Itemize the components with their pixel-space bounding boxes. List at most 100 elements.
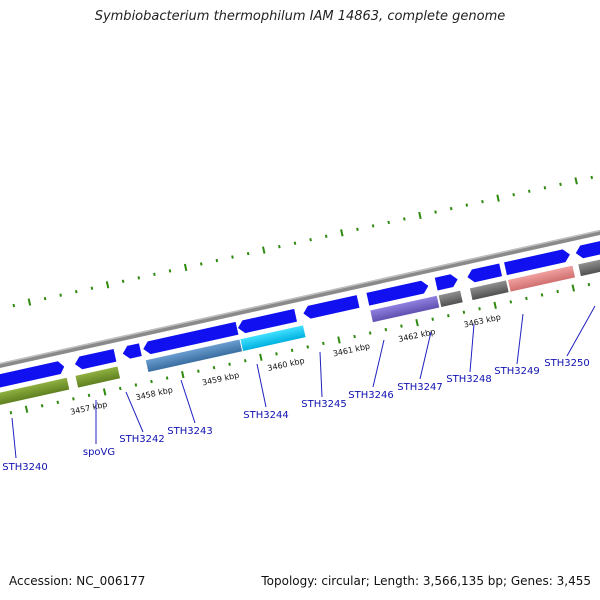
gc-tick	[59, 293, 62, 297]
gene-leader-line	[566, 305, 596, 357]
gc-tick	[540, 293, 544, 297]
gc-tick	[290, 348, 294, 353]
gc-tick	[199, 262, 203, 266]
gc-tick	[278, 244, 281, 249]
backbone	[0, 224, 600, 373]
gene-label-sth3242[interactable]: STH3242	[119, 434, 164, 445]
gc-tick	[243, 359, 247, 363]
kbp-label: 3459 kbp	[201, 371, 240, 388]
gene-label-sth3245[interactable]: STH3245	[301, 399, 346, 410]
gene-leader-line	[372, 339, 385, 388]
gc-tick	[262, 246, 266, 254]
gc-tick	[324, 234, 328, 238]
gc-tick	[587, 282, 591, 287]
gc-tick	[571, 284, 576, 292]
gc-tick	[150, 379, 153, 384]
gc-tick	[134, 383, 138, 387]
gene-leader-line	[256, 363, 267, 408]
genome-strip: 3457 kbp 3458 kbp 3459 kbp 3460 kbp 3461 kbp…	[0, 175, 600, 417]
gc-tick	[509, 300, 513, 304]
gene-arrow[interactable]	[466, 263, 503, 283]
gc-tick	[559, 182, 562, 187]
gc-tick	[403, 217, 406, 221]
gene-leader-line	[419, 331, 432, 380]
gc-tick	[259, 353, 263, 361]
gene-leader-line	[516, 313, 524, 365]
gene-arrow[interactable]	[504, 248, 571, 276]
gc-tick	[275, 352, 278, 356]
gene-label-sth3244[interactable]: STH3244	[243, 410, 288, 421]
gene-label-sth3247[interactable]: STH3247	[397, 382, 442, 393]
gene-arrow[interactable]	[302, 295, 360, 320]
gene-arrow[interactable]	[142, 321, 239, 355]
gene-leader-line	[319, 351, 323, 398]
gc-tick	[447, 314, 450, 318]
gc-tick	[12, 303, 16, 308]
feature-bar	[469, 280, 509, 301]
gc-tick	[181, 370, 185, 379]
genome-title: Symbiobacterium thermophilum IAM 14863, …	[94, 9, 506, 24]
gc-tick	[40, 404, 44, 408]
gc-tick	[165, 376, 169, 380]
gc-tick	[340, 229, 344, 237]
gc-tick	[309, 238, 312, 242]
gene-label-sth3248[interactable]: STH3248	[446, 374, 491, 385]
gene-arrow[interactable]	[434, 273, 459, 291]
accession-label: Accession: NC_006177	[9, 574, 146, 588]
gc-tick	[418, 211, 422, 220]
gc-tick	[87, 393, 91, 398]
feature-bar	[240, 325, 306, 351]
kbp-label: 3457 kbp	[69, 400, 108, 417]
gene-leader-line	[180, 379, 196, 424]
gc-tick	[590, 175, 594, 180]
gc-tick	[74, 289, 78, 294]
gc-tick	[356, 227, 359, 232]
gc-tick	[212, 365, 216, 370]
gc-tick	[102, 388, 107, 396]
gc-tick	[556, 289, 559, 294]
gc-tick	[306, 345, 310, 349]
gene-arrow[interactable]	[574, 235, 600, 259]
kbp-scale: 3457 kbp 3458 kbp 3459 kbp 3460 kbp 3461 kbp…	[69, 313, 501, 417]
gene-arrow[interactable]	[74, 348, 117, 371]
kbp-label: 3460 kbp	[267, 356, 306, 373]
gc-tick	[574, 177, 578, 185]
gene-label-sth3250[interactable]: STH3250	[544, 358, 589, 369]
gene-arrow[interactable]	[237, 308, 298, 334]
feature-bar	[370, 295, 440, 323]
gc-tick	[153, 272, 156, 277]
gc-tick	[168, 269, 172, 273]
gc-tick	[481, 199, 484, 204]
gc-ticks-upper	[12, 175, 594, 308]
feature-bar	[507, 265, 576, 292]
gc-tick	[27, 298, 32, 306]
gc-tick	[56, 400, 60, 404]
gene-arrow[interactable]	[0, 360, 66, 391]
gc-tick	[105, 281, 110, 289]
gc-tick	[215, 258, 219, 263]
feature-bar	[438, 290, 463, 308]
gene-arrow[interactable]	[121, 343, 142, 360]
gc-tick	[183, 263, 188, 272]
gene-label-sth3240[interactable]: STH3240	[2, 462, 47, 473]
gene-arrow[interactable]	[366, 279, 429, 306]
gc-ticks-lower	[9, 282, 591, 415]
gc-tick	[465, 203, 469, 207]
kbp-label: 3463 kbp	[463, 313, 502, 330]
gc-tick	[231, 255, 234, 259]
gc-tick	[121, 279, 125, 283]
gene-label-sth3243[interactable]: STH3243	[167, 426, 212, 437]
gc-tick	[90, 286, 94, 290]
forward-strand-genes	[0, 235, 600, 391]
gc-tick	[322, 341, 325, 346]
gc-tick	[246, 251, 250, 256]
gc-tick	[337, 336, 341, 344]
gc-tick	[527, 189, 531, 193]
gc-tick	[462, 310, 466, 314]
gene-label-sth3249[interactable]: STH3249	[494, 366, 539, 377]
gene-label-spovg[interactable]: spoVG	[83, 447, 115, 458]
gene-label-sth3246[interactable]: STH3246	[348, 390, 393, 401]
gc-tick	[543, 186, 547, 190]
